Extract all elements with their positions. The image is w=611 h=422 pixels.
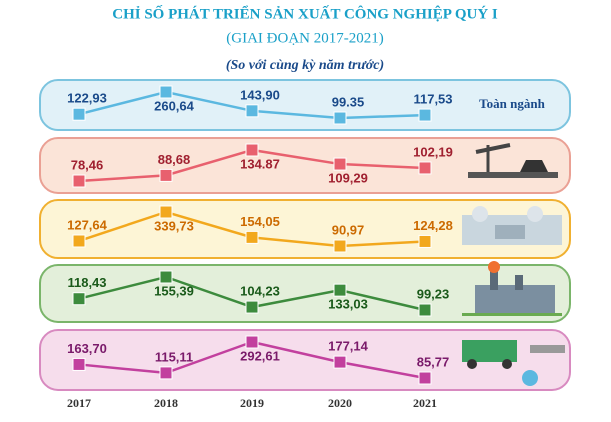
point-marker	[159, 270, 173, 284]
x-tick-label: 2017	[67, 396, 91, 410]
value-label: 339,73	[154, 218, 194, 233]
value-label: 118,43	[67, 275, 106, 290]
value-label: 127,64	[67, 217, 108, 232]
x-tick-label: 2021	[413, 396, 437, 410]
point-marker	[72, 357, 86, 371]
point-marker	[245, 335, 259, 349]
value-label: 122,93	[67, 91, 107, 106]
point-marker	[72, 292, 86, 306]
point-marker	[245, 230, 259, 244]
x-tick-label: 2018	[154, 396, 178, 410]
value-label: 78,46	[71, 157, 104, 172]
point-marker	[245, 104, 259, 118]
point-marker	[333, 239, 347, 253]
point-marker	[418, 371, 432, 385]
value-label: 260,64	[154, 98, 195, 113]
value-label: 104,23	[240, 283, 280, 298]
value-label: 163,70	[67, 341, 107, 356]
point-marker	[418, 161, 432, 175]
value-label: 143,90	[240, 87, 280, 102]
value-label: 117,53	[413, 92, 452, 107]
oil-pump-icon	[468, 143, 558, 178]
point-marker	[159, 366, 173, 380]
value-label: 177,14	[328, 339, 369, 354]
value-label: 109,29	[328, 170, 368, 185]
power-plant-icon	[462, 261, 562, 316]
value-label: 90,97	[332, 222, 365, 237]
value-label: 85,77	[417, 354, 450, 369]
value-label: 155,39	[154, 283, 194, 298]
value-label: 99,23	[417, 286, 450, 301]
icons	[462, 143, 565, 386]
value-label: 99.35	[332, 94, 365, 109]
value-label: 102,19	[413, 144, 453, 159]
point-marker	[72, 174, 86, 188]
legend-label: Toàn ngành	[479, 96, 545, 111]
point-marker	[72, 107, 86, 121]
x-tick-label: 2019	[240, 396, 264, 410]
point-marker	[418, 303, 432, 317]
value-label: 124,28	[413, 218, 453, 233]
chart-title: CHỈ SỐ PHÁT TRIỂN SẢN XUẤT CÔNG NGHIỆP Q…	[112, 4, 498, 22]
water-truck-icon	[462, 340, 565, 386]
point-marker	[333, 355, 347, 369]
value-label: 292,61	[240, 348, 280, 363]
point-marker	[159, 85, 173, 99]
point-marker	[159, 205, 173, 219]
factory-icon	[462, 206, 562, 245]
point-marker	[333, 283, 347, 297]
point-marker	[333, 157, 347, 171]
point-marker	[159, 168, 173, 182]
chart-note: (So với cùng kỳ năm trước)	[226, 58, 384, 73]
row-panel	[39, 137, 571, 194]
value-label: 133,03	[328, 297, 368, 312]
point-marker	[418, 108, 432, 122]
chart-subtitle: (GIAI ĐOẠN 2017-2021)	[226, 30, 383, 46]
rows: 2017 2018 2019 2020 2021 122,93 260,64 143,90 99…	[39, 79, 571, 410]
value-label: 154,05	[240, 214, 280, 229]
value-label: 134.87	[240, 156, 280, 171]
point-marker	[72, 234, 86, 248]
point-marker	[333, 111, 347, 125]
point-marker	[245, 143, 259, 157]
value-label: 115,11	[155, 349, 193, 364]
value-label: 88,68	[158, 152, 191, 167]
point-marker	[418, 234, 432, 248]
point-marker	[245, 300, 259, 314]
x-tick-label: 2020	[328, 396, 352, 410]
